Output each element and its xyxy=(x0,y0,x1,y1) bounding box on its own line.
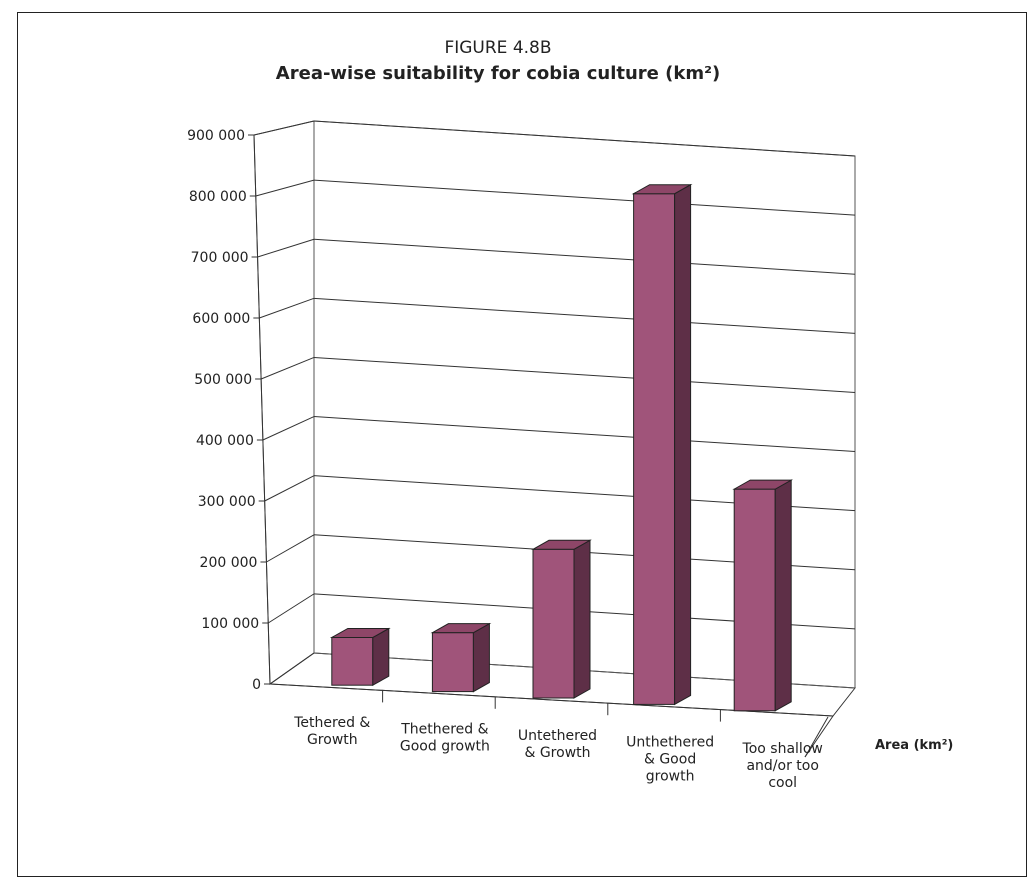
y-tick-label: 600 000 xyxy=(192,311,250,327)
y-tick-label: 500 000 xyxy=(194,372,252,388)
gridline xyxy=(313,179,856,216)
y-tick-label: 200 000 xyxy=(200,555,258,571)
category-label: Untethered & Growth xyxy=(518,728,597,761)
bar-side xyxy=(674,183,692,706)
x-axis-end xyxy=(804,716,829,758)
gridline xyxy=(313,356,856,393)
bar-front xyxy=(733,488,776,712)
bar-top xyxy=(631,184,693,195)
bar-top xyxy=(430,623,492,634)
y-tick-label: 300 000 xyxy=(198,494,256,510)
bar-front xyxy=(431,632,474,693)
side-gridline xyxy=(257,238,315,258)
bar-front xyxy=(633,193,676,705)
bar-top xyxy=(329,627,391,638)
gridline xyxy=(313,297,856,334)
y-tick-label: 0 xyxy=(252,677,261,693)
category-label: Too shallow and/or too cool xyxy=(742,741,823,791)
side-gridline xyxy=(262,416,315,441)
y-axis-line xyxy=(253,134,271,685)
side-gridline xyxy=(253,120,315,136)
bar xyxy=(531,539,592,699)
category-label: Thethered & Good growth xyxy=(400,722,490,755)
chart-subtitle: Area-wise suitability for cobia culture … xyxy=(276,63,720,84)
x-axis-end xyxy=(804,715,834,758)
side-gridline xyxy=(259,297,315,319)
bar xyxy=(430,622,492,693)
category-label: Tethered & Growth xyxy=(293,715,370,748)
bar xyxy=(329,627,391,687)
side-gridline xyxy=(269,652,315,685)
bar-side xyxy=(372,627,390,687)
bar-side xyxy=(573,539,591,699)
y-tick-label: 100 000 xyxy=(201,616,259,632)
chart-title: FIGURE 4.8B xyxy=(444,38,551,58)
bar-side xyxy=(774,479,792,712)
bar xyxy=(631,183,693,706)
bar-side xyxy=(472,622,490,693)
figure-frame xyxy=(17,12,1027,877)
side-gridline xyxy=(267,593,315,624)
y-axis-ticks: 0 100 000 200 000 300 000 400 000 500 000 600 … xyxy=(187,128,270,693)
y-tick-label: 900 000 xyxy=(187,128,245,144)
bars xyxy=(329,183,794,712)
bar-top xyxy=(732,479,794,490)
category-label: Unthethered & Good growth xyxy=(626,734,714,784)
x-axis-label: Area (km²) xyxy=(875,738,953,753)
gridline xyxy=(313,238,856,275)
side-gridline xyxy=(260,356,315,380)
gridline xyxy=(313,416,856,453)
side-gridline xyxy=(264,475,315,502)
side-gridline xyxy=(266,534,315,563)
side-gridline xyxy=(255,179,315,197)
bar-top xyxy=(531,539,592,550)
bar-front xyxy=(331,636,374,686)
y-tick-label: 800 000 xyxy=(189,189,247,205)
gridline xyxy=(313,120,856,157)
bar xyxy=(732,479,794,712)
bar-front xyxy=(532,548,575,699)
y-tick-label: 400 000 xyxy=(196,433,254,449)
x-axis-categories: Tethered & Growth Thethered & Good growth Un… xyxy=(293,690,823,791)
y-tick-label: 700 000 xyxy=(191,250,249,266)
